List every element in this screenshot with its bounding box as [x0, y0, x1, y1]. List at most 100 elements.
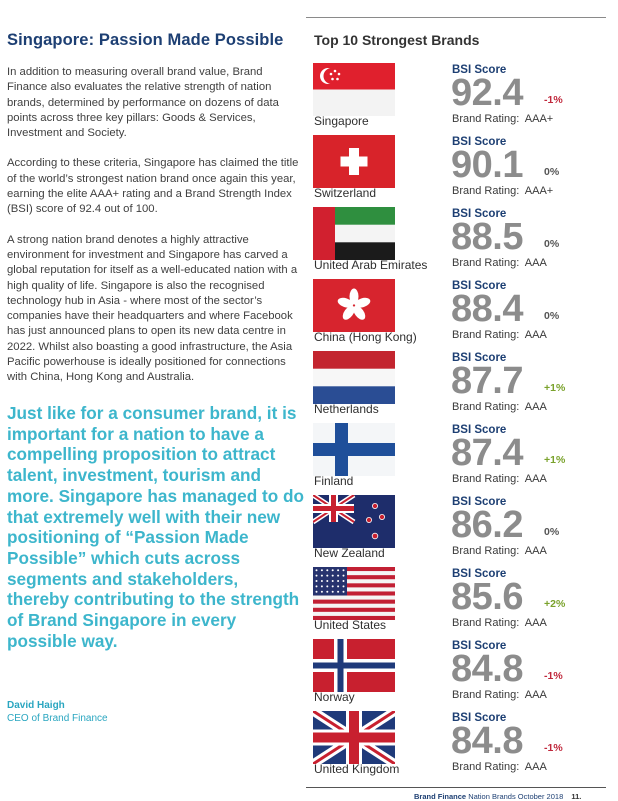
- brand-rating-value: AAA: [524, 329, 547, 341]
- brand-rating-label: Brand Rating:: [452, 113, 520, 125]
- singapore-flag-icon: [313, 63, 395, 116]
- brand-rating-value: AAA: [524, 257, 547, 269]
- brand-rating-label: Brand Rating:: [452, 617, 520, 629]
- brand-rating: Brand Rating: AAA: [452, 545, 547, 557]
- bsi-score-label: BSI Score: [452, 136, 507, 148]
- bsi-score-label: BSI Score: [452, 64, 507, 76]
- bsi-score-value: 90.1: [451, 144, 523, 186]
- bsi-score-label: BSI Score: [452, 208, 507, 220]
- article-body: In addition to measuring overall brand v…: [7, 65, 300, 401]
- brand-row: Norway BSI Score 84.8 -1% Brand Rating: AAA: [313, 638, 609, 710]
- bsi-score-label: BSI Score: [452, 424, 507, 436]
- bsi-score-label: BSI Score: [452, 352, 507, 364]
- country-name: United States: [314, 618, 387, 632]
- brand-rating-label: Brand Rating:: [452, 329, 520, 341]
- score-change: +2%: [544, 598, 566, 610]
- article-title: Singapore: Passion Made Possible: [7, 31, 284, 49]
- country-name: United Kingdom: [314, 762, 400, 776]
- brand-rating: Brand Rating: AAA: [452, 689, 547, 701]
- brand-rating: Brand Rating: AAA: [452, 761, 547, 773]
- uae-flag-icon: [313, 207, 395, 260]
- bsi-score-value: 87.7: [451, 360, 523, 402]
- brand-rating-value: AAA+: [524, 185, 554, 197]
- brand-rating-value: AAA+: [524, 113, 554, 125]
- switzerland-flag-icon: [313, 135, 395, 188]
- brand-rating-value: AAA: [524, 617, 547, 629]
- brand-row: China (Hong Kong) BSI Score 88.4 0% Brand Ra…: [313, 278, 609, 350]
- top-rule: [306, 17, 606, 18]
- score-change: -1%: [544, 94, 563, 106]
- brand-rating-value: AAA: [524, 473, 547, 485]
- brand-row: Switzerland BSI Score 90.1 0% Brand Rating: …: [313, 134, 609, 206]
- brand-rating-label: Brand Rating:: [452, 185, 520, 197]
- country-name: Finland: [314, 474, 354, 488]
- brand-rating: Brand Rating: AAA: [452, 473, 547, 485]
- bsi-score-value: 86.2: [451, 504, 523, 546]
- brand-rating-label: Brand Rating:: [452, 473, 520, 485]
- bsi-score-value: 84.8: [451, 720, 523, 762]
- brand-rating-value: AAA: [524, 761, 547, 773]
- quote-attribution: David Haigh CEO of Brand Finance: [7, 700, 108, 725]
- brand-rating-label: Brand Rating:: [452, 689, 520, 701]
- country-name: Switzerland: [314, 186, 377, 200]
- norway-flag-icon: [313, 639, 395, 692]
- brand-row: United States BSI Score 85.6 +2% Brand Ratin…: [313, 566, 609, 638]
- brand-rating: Brand Rating: AAA: [452, 401, 547, 413]
- brand-rating: Brand Rating: AAA: [452, 329, 547, 341]
- author-role: CEO of Brand Finance: [7, 712, 108, 724]
- brand-rating: Brand Rating: AAA+: [452, 113, 553, 125]
- bsi-score-value: 85.6: [451, 576, 523, 618]
- score-change: -1%: [544, 670, 563, 682]
- brand-ranking-list: Singapore BSI Score 92.4 -1% Brand Rating: A…: [313, 62, 609, 782]
- brand-rating-label: Brand Rating:: [452, 761, 520, 773]
- footer-publisher: Brand Finance: [414, 792, 467, 801]
- bsi-score-label: BSI Score: [452, 640, 507, 652]
- brand-row: United Kingdom BSI Score 84.8 -1% Brand Rati…: [313, 710, 609, 782]
- united-states-flag-icon: [313, 567, 395, 620]
- brand-rating: Brand Rating: AAA: [452, 617, 547, 629]
- body-paragraph: In addition to measuring overall brand v…: [7, 66, 279, 140]
- brand-rating: Brand Rating: AAA: [452, 257, 547, 269]
- brand-row: Netherlands BSI Score 87.7 +1% Brand Rating:…: [313, 350, 609, 422]
- bsi-score-value: 87.4: [451, 432, 523, 474]
- brand-row: Singapore BSI Score 92.4 -1% Brand Rating: A…: [313, 62, 609, 134]
- pull-quote: Just like for a consumer brand, it is im…: [7, 403, 305, 651]
- author-name: David Haigh: [7, 700, 65, 711]
- brand-rating-label: Brand Rating:: [452, 257, 520, 269]
- finland-flag-icon: [313, 423, 395, 476]
- score-change: 0%: [544, 526, 560, 538]
- new-zealand-flag-icon: [313, 495, 395, 548]
- score-change: 0%: [544, 166, 560, 178]
- score-change: +1%: [544, 382, 566, 394]
- bsi-score-value: 88.4: [451, 288, 523, 330]
- score-change: -1%: [544, 742, 563, 754]
- country-name: China (Hong Kong): [314, 330, 417, 344]
- country-name: Netherlands: [314, 402, 379, 416]
- hong-kong-flag-icon: [313, 279, 395, 332]
- brand-rating-value: AAA: [524, 545, 547, 557]
- footer-rule: [306, 787, 606, 788]
- bsi-score-value: 92.4: [451, 72, 523, 114]
- body-paragraph: According to these criteria, Singapore h…: [7, 157, 299, 216]
- bsi-score-label: BSI Score: [452, 568, 507, 580]
- bsi-score-label: BSI Score: [452, 712, 507, 724]
- brand-row: New Zealand BSI Score 86.2 0% Brand Rating: …: [313, 494, 609, 566]
- ranking-title: Top 10 Strongest Brands: [314, 32, 480, 48]
- brand-rating-value: AAA: [524, 401, 547, 413]
- brand-rating-label: Brand Rating:: [452, 545, 520, 557]
- bsi-score-value: 84.8: [451, 648, 523, 690]
- brand-row: United Arab Emirates BSI Score 88.5 0% Brand…: [313, 206, 609, 278]
- score-change: +1%: [544, 454, 566, 466]
- brand-row: Finland BSI Score 87.4 +1% Brand Rating: AAA: [313, 422, 609, 494]
- united-kingdom-flag-icon: [313, 711, 395, 764]
- brand-rating: Brand Rating: AAA+: [452, 185, 553, 197]
- bsi-score-label: BSI Score: [452, 280, 507, 292]
- page-number: 11.: [571, 792, 582, 801]
- brand-rating-value: AAA: [524, 689, 547, 701]
- country-name: Singapore: [314, 114, 369, 128]
- country-name: Norway: [314, 690, 355, 704]
- netherlands-flag-icon: [313, 351, 395, 404]
- page-footer: Brand Finance Nation Brands October 2018…: [414, 792, 581, 801]
- score-change: 0%: [544, 310, 560, 322]
- body-paragraph: A strong nation brand denotes a highly a…: [7, 233, 298, 384]
